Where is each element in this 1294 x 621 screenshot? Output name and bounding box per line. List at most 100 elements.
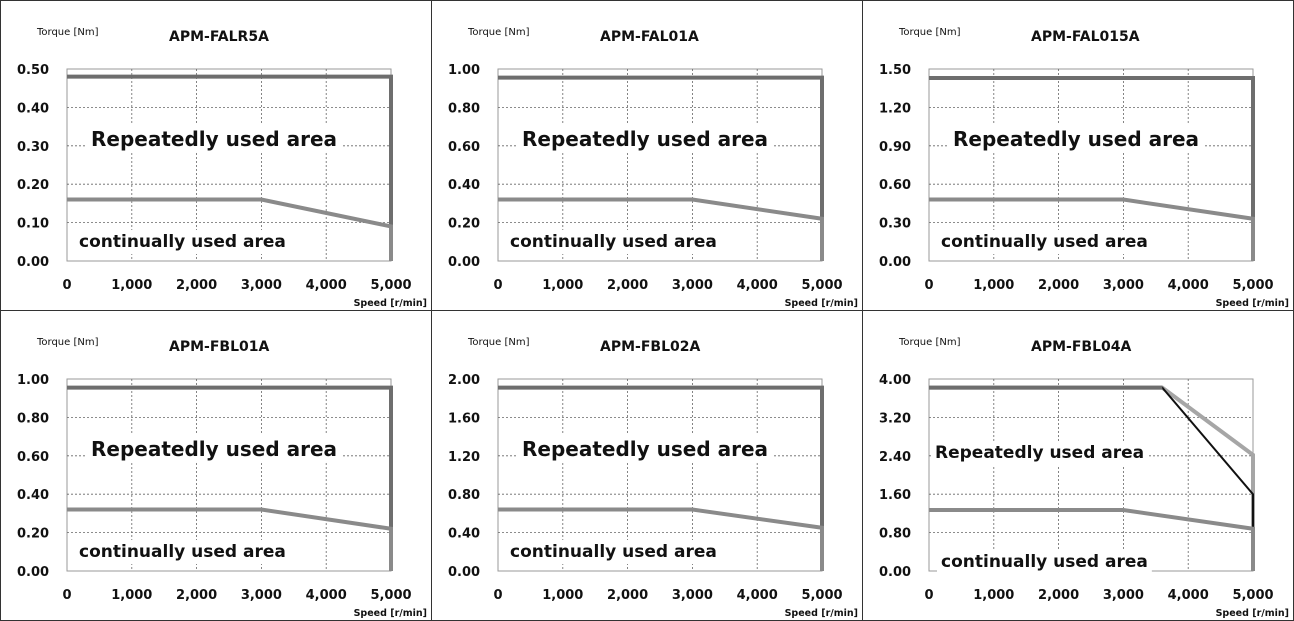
y-tick-label: 0.60: [17, 450, 49, 465]
continual-area-label: continually used area: [941, 552, 1148, 572]
x-tick-label: 3,000: [672, 588, 713, 603]
y-tick-label: 0.60: [448, 140, 480, 155]
series-line: [67, 385, 393, 571]
series-line: [929, 75, 1255, 261]
y-tick-label: 0.40: [17, 101, 49, 116]
series-line: [929, 508, 1255, 571]
y-tick-label: 0.90: [879, 140, 911, 155]
chart-title: APM-FAL01A: [600, 29, 699, 45]
label-background: [937, 550, 1152, 574]
chart-title: APM-FBL04A: [1031, 339, 1131, 355]
x-tick-label: 5,000: [1232, 278, 1273, 293]
x-tick-label: 3,000: [241, 278, 282, 293]
y-axis-title: Torque [Nm]: [898, 27, 961, 38]
series-line: [67, 197, 393, 261]
y-tick-label: 2.40: [879, 450, 911, 465]
x-tick-label: 5,000: [1232, 588, 1273, 603]
y-tick-label: 0.00: [448, 565, 480, 580]
x-axis-title: Speed [r/min]: [785, 298, 858, 309]
label-background: [87, 125, 342, 153]
torque-speed-chart: 0.00 0.80 1.60 2.40 3.20 4.00 0 1,000 2,000 3,000…: [879, 337, 1289, 619]
y-axis-title: Torque [Nm]: [467, 337, 530, 348]
y-tick-label: 0.20: [17, 178, 49, 193]
series-line: [498, 507, 824, 571]
label-background: [931, 441, 1149, 465]
torque-speed-chart: 0.00 0.30 0.60 0.90 1.20 1.50 0 1,000 2,000 3,000…: [879, 27, 1289, 309]
series-line: [929, 385, 1255, 571]
continual-area-label: continually used area: [510, 232, 717, 252]
label-background: [75, 540, 290, 564]
chart-panel: 0.00 0.20 0.40 0.60 0.80 1.00 0 1,000 2,000 3,000…: [1, 311, 432, 620]
y-tick-label: 0.80: [448, 488, 480, 503]
y-tick-label: 1.50: [879, 63, 911, 78]
repeated-area-label: Repeatedly used area: [522, 127, 768, 151]
plot-frame: [928, 378, 1254, 572]
y-tick-label: 0.40: [448, 178, 480, 193]
x-tick-label: 1,000: [973, 588, 1014, 603]
label-background: [75, 230, 290, 254]
y-axis-title: Torque [Nm]: [36, 27, 99, 38]
x-tick-label: 4,000: [1168, 278, 1209, 293]
y-tick-label: 1.20: [448, 450, 480, 465]
x-tick-label: 2,000: [1038, 278, 1079, 293]
series-line: [498, 75, 824, 261]
x-tick-label: 5,000: [801, 588, 842, 603]
torque-speed-chart: 0.00 0.10 0.20 0.30 0.40 0.50 0 1,000 2,000 3,000…: [17, 27, 427, 309]
x-tick-label: 1,000: [542, 278, 583, 293]
continual-area-label: continually used area: [941, 232, 1148, 252]
x-tick-label: 0: [924, 278, 933, 293]
y-tick-label: 1.00: [448, 63, 480, 78]
x-tick-label: 4,000: [306, 588, 347, 603]
x-tick-label: 1,000: [111, 588, 152, 603]
chart-panel: 0.00 0.20 0.40 0.60 0.80 1.00 0 1,000 2,000 3,000…: [432, 1, 863, 311]
y-tick-label: 0.40: [448, 527, 480, 542]
y-axis-title: Torque [Nm]: [36, 337, 99, 348]
x-tick-label: 5,000: [370, 278, 411, 293]
x-axis-title: Speed [r/min]: [354, 608, 427, 619]
chart-panel: 0.00 0.80 1.60 2.40 3.20 4.00 0 1,000 2,000 3,000…: [863, 311, 1293, 620]
y-tick-label: 4.00: [879, 373, 911, 388]
x-axis-title: Speed [r/min]: [785, 608, 858, 619]
series-line: [929, 197, 1255, 261]
x-tick-label: 0: [493, 588, 502, 603]
x-tick-label: 3,000: [1103, 278, 1144, 293]
continual-area-label: continually used area: [79, 542, 286, 562]
y-tick-label: 0.00: [879, 255, 911, 270]
x-tick-label: 2,000: [607, 588, 648, 603]
x-tick-label: 3,000: [241, 588, 282, 603]
y-tick-label: 0.10: [17, 217, 49, 232]
y-tick-label: 0.80: [17, 411, 49, 426]
repeated-area-label: Repeatedly used area: [91, 127, 337, 151]
y-tick-label: 0.80: [879, 527, 911, 542]
torque-speed-chart: 0.00 0.20 0.40 0.60 0.80 1.00 0 1,000 2,000 3,000…: [17, 337, 427, 619]
y-tick-label: 0.00: [448, 255, 480, 270]
x-axis-title: Speed [r/min]: [1216, 608, 1289, 619]
chart-panel: 0.00 0.10 0.20 0.30 0.40 0.50 0 1,000 2,000 3,000…: [1, 1, 432, 311]
y-tick-label: 3.20: [879, 411, 911, 426]
chart-panel: 0.00 0.40 0.80 1.20 1.60 2.00 0 1,000 2,000 3,000…: [432, 311, 863, 620]
x-tick-label: 4,000: [737, 588, 778, 603]
x-tick-label: 1,000: [973, 278, 1014, 293]
y-tick-label: 0.00: [17, 565, 49, 580]
label-background: [518, 435, 773, 463]
torque-speed-chart: 0.00 0.40 0.80 1.20 1.60 2.00 0 1,000 2,000 3,000…: [448, 337, 858, 619]
y-tick-label: 0.80: [448, 101, 480, 116]
torque-speed-chart: 0.00 0.20 0.40 0.60 0.80 1.00 0 1,000 2,000 3,000…: [448, 27, 858, 309]
x-tick-label: 1,000: [111, 278, 152, 293]
chart-title: APM-FBL02A: [600, 339, 700, 355]
x-tick-label: 2,000: [176, 588, 217, 603]
x-tick-label: 2,000: [607, 278, 648, 293]
label-background: [87, 435, 342, 463]
chart-title: APM-FAL015A: [1031, 29, 1140, 45]
x-tick-label: 5,000: [801, 278, 842, 293]
x-axis-title: Speed [r/min]: [354, 298, 427, 309]
x-tick-label: 2,000: [1038, 588, 1079, 603]
x-tick-label: 0: [924, 588, 933, 603]
x-axis-title: Speed [r/min]: [1216, 298, 1289, 309]
y-tick-label: 0.20: [17, 527, 49, 542]
y-tick-label: 1.60: [879, 488, 911, 503]
continual-area-label: continually used area: [510, 542, 717, 562]
y-tick-label: 0.40: [17, 488, 49, 503]
y-tick-label: 0.50: [17, 63, 49, 78]
series-line: [929, 386, 1254, 571]
